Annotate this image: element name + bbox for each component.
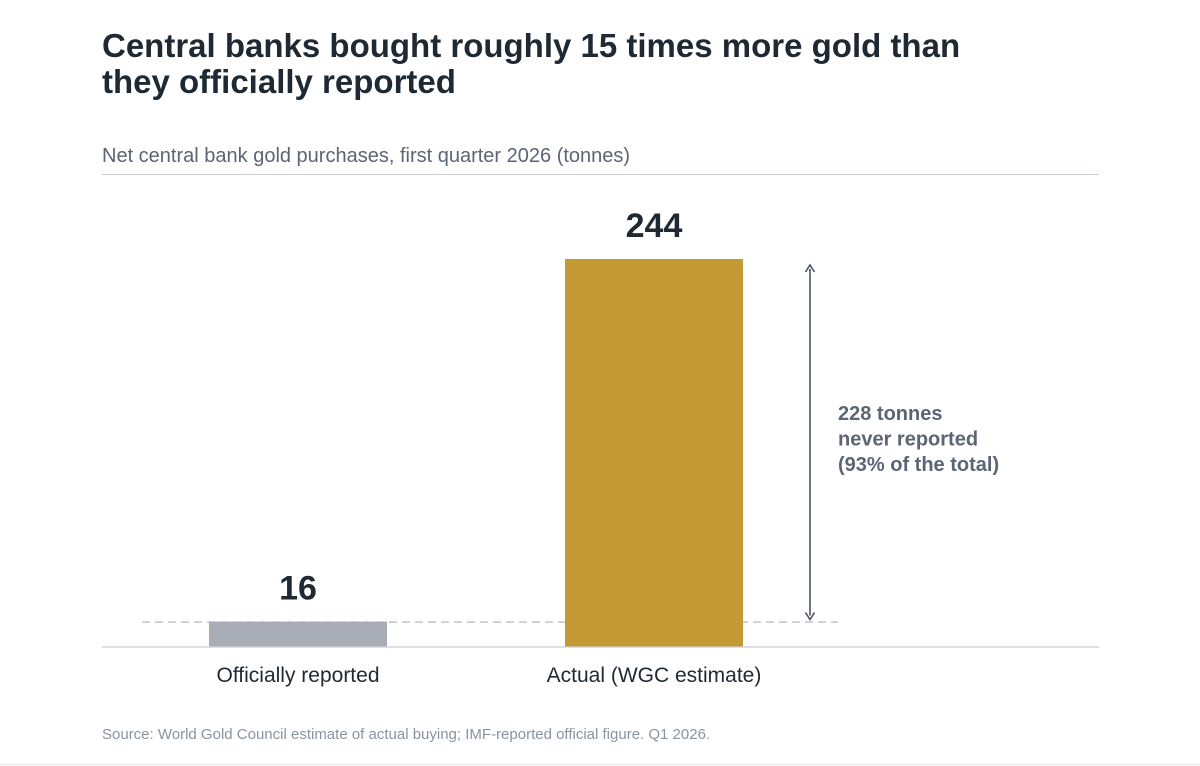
annotation-text-line: (93% of the total) (838, 454, 999, 476)
bar-actual-estimate (565, 259, 743, 647)
category-label: Actual (WGC estimate) (547, 664, 762, 687)
category-label: Officially reported (216, 664, 379, 687)
chart-subtitle: Net central bank gold purchases, first q… (102, 145, 631, 167)
bottom-divider (0, 764, 1200, 765)
source-note: Source: World Gold Council estimate of a… (102, 726, 711, 743)
labels-group: 16 Officially reported 244 Actual (WGC esti… (216, 207, 761, 687)
annotation-text-line: never reported (838, 429, 978, 451)
bar-value-label: 16 (279, 570, 317, 608)
annotation-group: 228 tonnes never reported (93% of the tota… (804, 263, 999, 622)
arrowhead-down-icon (804, 612, 816, 622)
bar-value-label: 244 (626, 207, 683, 245)
bars-group (209, 259, 743, 647)
arrowhead-up-icon (804, 263, 816, 273)
annotation-text-line: 228 tonnes (838, 403, 942, 425)
bar-officially-reported (209, 621, 387, 647)
page-title: Central banks bought roughly 15 times mo… (102, 27, 961, 100)
subtitle-divider (102, 174, 1099, 175)
